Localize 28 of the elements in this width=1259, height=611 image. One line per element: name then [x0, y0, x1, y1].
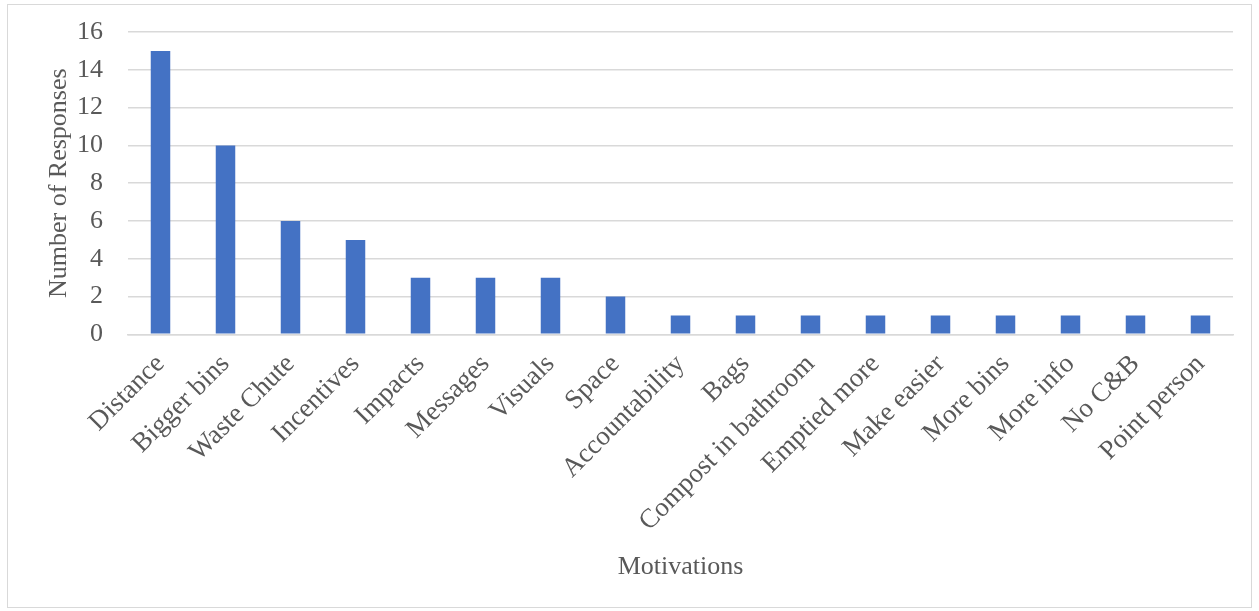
bar	[410, 277, 431, 334]
bar	[540, 277, 561, 334]
bar	[150, 50, 171, 334]
bar	[995, 315, 1016, 334]
bar	[735, 315, 756, 334]
y-tick-label: 0	[90, 318, 103, 348]
y-tick-label: 16	[77, 15, 103, 45]
y-tick-label: 14	[77, 53, 103, 83]
bar	[1190, 315, 1211, 334]
bar	[865, 315, 886, 334]
y-tick-label: 12	[77, 91, 103, 121]
y-tick-label: 4	[90, 242, 103, 272]
bar	[670, 315, 691, 334]
bar	[345, 239, 366, 334]
bar	[475, 277, 496, 334]
bar	[215, 145, 236, 334]
bar	[1060, 315, 1081, 334]
y-tick-label: 2	[90, 280, 103, 310]
y-tick-label: 8	[90, 167, 103, 197]
y-tick-label: 10	[77, 129, 103, 159]
y-axis-title: Number of Responses	[43, 68, 73, 298]
bar	[1125, 315, 1146, 334]
x-axis-title: Motivations	[617, 551, 744, 581]
y-tick-label: 6	[90, 204, 103, 234]
bar	[605, 296, 626, 334]
bar	[930, 315, 951, 334]
bar	[280, 220, 301, 334]
bar	[800, 315, 821, 334]
